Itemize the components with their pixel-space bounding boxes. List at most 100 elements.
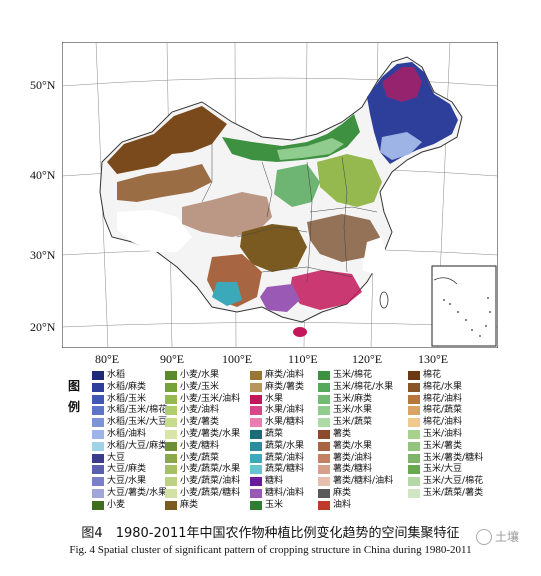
legend-item: 玉米/蔬菜 <box>318 417 372 428</box>
legend-item: 玉米/大豆/棉花 <box>408 476 483 487</box>
legend-swatch <box>92 371 104 380</box>
legend-item: 小麦/糖料 <box>165 441 219 452</box>
lon-label-130: 130°E <box>418 352 449 366</box>
legend-label: 蔬菜 <box>265 429 284 439</box>
legend-swatch <box>408 406 420 416</box>
legend-item: 麻类/薯类 <box>250 382 304 393</box>
legend-label: 水稻/玉米/大豆 <box>107 417 168 428</box>
legend-label: 棉花/蔬菜 <box>423 405 463 416</box>
legend-item: 麻类 <box>318 488 351 499</box>
legend-label: 小麦/油料 <box>180 405 220 416</box>
legend-label: 棉花/油料 <box>423 393 463 404</box>
legend-label: 玉米/大豆 <box>423 464 463 475</box>
legend-item: 玉米/麻类 <box>318 394 372 405</box>
legend-swatch <box>408 453 420 463</box>
legend-swatch <box>318 465 330 475</box>
legend-swatch <box>165 500 177 510</box>
legend-label: 玉米/蔬菜 <box>333 417 373 428</box>
province-borders <box>201 142 378 283</box>
legend-swatch <box>250 489 262 498</box>
legend-swatch <box>165 489 177 498</box>
watermark-text: 土壤 <box>495 530 520 544</box>
legend-swatch <box>250 418 262 428</box>
legend-item: 薯类/水果 <box>318 441 372 452</box>
legend-label: 玉米/大豆/棉花 <box>423 476 484 487</box>
south-china-sea-inset <box>431 265 497 347</box>
legend-item: 玉米/薯类/糖料 <box>408 453 483 464</box>
region-tibet <box>117 210 192 252</box>
legend-label: 麻类 <box>180 499 199 510</box>
legend-label: 麻类/油料 <box>265 370 305 380</box>
legend-label: 小麦/糖料 <box>180 440 220 451</box>
legend-item: 蔬菜/油料 <box>250 453 304 464</box>
legend-item: 水稻/麻类 <box>92 382 146 393</box>
legend-swatch <box>408 489 420 498</box>
legend-swatch <box>408 465 420 475</box>
lat-label-40: 40°N <box>30 168 56 182</box>
legend-item: 大豆/薯类/水果 <box>92 488 167 499</box>
legend-label: 玉米/棉花 <box>333 370 373 380</box>
legend-label: 小麦/薯类/水果 <box>180 429 241 439</box>
legend-swatch <box>165 394 177 404</box>
legend-label: 小麦/玉米 <box>180 381 220 392</box>
legend-label: 小麦/蔬菜 <box>180 452 220 463</box>
legend-swatch <box>318 453 330 463</box>
legend-swatch <box>408 371 420 380</box>
lon-label-120: 120°E <box>352 352 383 366</box>
legend-label: 大豆/麻类 <box>107 464 147 475</box>
legend-swatch <box>318 477 330 487</box>
legend-swatch <box>250 441 262 451</box>
legend-label: 大豆/薯类/水果 <box>107 488 168 498</box>
legend-swatch <box>92 441 104 451</box>
legend-label: 麻类 <box>333 488 352 498</box>
region-yunnan-south <box>212 282 242 306</box>
legend-item: 玉米/蔬菜/薯类 <box>408 488 483 499</box>
legend-swatch <box>318 489 330 498</box>
china-cluster-map <box>62 42 498 348</box>
legend-item: 水果 <box>250 394 283 405</box>
legend-item: 小麦/蔬菜/水果 <box>165 464 240 475</box>
legend-label: 小麦/蔬菜/水果 <box>180 464 241 475</box>
region-xinjiang-cotton <box>107 106 227 174</box>
region-sichuan <box>240 224 307 272</box>
legend-label: 水稻/油料 <box>107 429 147 439</box>
legend-label: 棉花 <box>423 370 442 380</box>
legend-item: 水稻/玉米 <box>92 394 146 405</box>
legend-label: 水果/糖料 <box>265 417 305 428</box>
legend-item: 水果/糖料 <box>250 417 304 428</box>
region-inner-mongolia-light <box>277 138 344 160</box>
legend-item: 玉米/油料 <box>408 429 462 440</box>
legend-item: 水果/油料 <box>250 405 304 416</box>
caption-english: Fig. 4 Spatial cluster of significant pa… <box>69 544 472 556</box>
legend-item: 水稻/大豆/麻类 <box>92 441 167 452</box>
legend-swatch <box>92 477 104 487</box>
legend-swatch <box>250 382 262 392</box>
legend-item: 棉花/油料 <box>408 417 462 428</box>
legend-item: 小麦 <box>92 500 125 511</box>
legend-item: 蔬菜/水果 <box>250 441 304 452</box>
legend-item: 水稻/玉米/棉花 <box>92 405 167 416</box>
legend-label: 薯类 <box>333 429 352 439</box>
legend-swatch <box>250 500 262 510</box>
legend-label: 水稻/玉米 <box>107 393 147 404</box>
legend-label: 水稻/麻类 <box>107 381 147 392</box>
legend-swatch <box>408 382 420 392</box>
legend-item: 棉花/蔬菜 <box>408 405 462 416</box>
legend-label: 水果 <box>265 393 284 404</box>
legend-label: 棉花/油料 <box>423 417 463 428</box>
legend-item: 小麦/薯类/水果 <box>165 429 240 440</box>
legend-item: 棉花/油料 <box>408 394 462 405</box>
legend-item: 糖料 <box>250 476 283 487</box>
legend-label: 麻类/薯类 <box>265 381 305 392</box>
legend-item: 麻类/油料 <box>250 370 304 381</box>
legend-item: 油料 <box>318 500 351 511</box>
legend-label: 蔬菜/水果 <box>265 440 305 451</box>
legend-item: 小麦/蔬菜 <box>165 453 219 464</box>
legend-item: 玉米/薯类 <box>408 441 462 452</box>
legend-swatch <box>408 430 420 439</box>
legend-swatch <box>92 382 104 392</box>
legend-label: 薯类/水果 <box>333 440 373 451</box>
legend-item: 水稻/玉米/大豆 <box>92 417 167 428</box>
legend-item: 水稻 <box>92 370 125 381</box>
legend-item: 玉米/棉花 <box>318 370 372 381</box>
